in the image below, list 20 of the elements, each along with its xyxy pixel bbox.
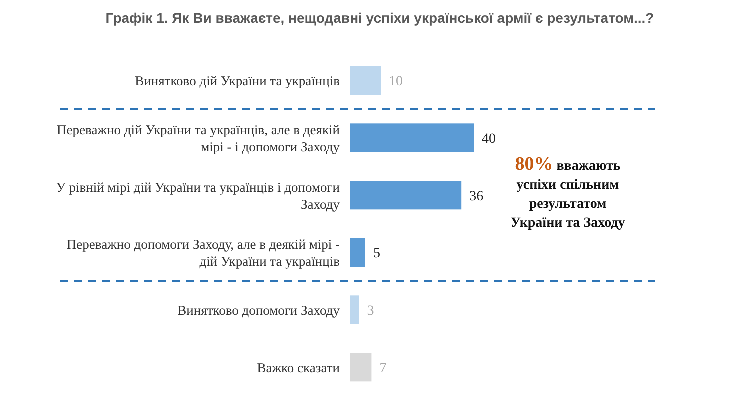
y-tick-label: Винятково допомоги Заходу: [178, 303, 340, 318]
chart-title: Графік 1. Як Ви вважаєте, нещодавні успіхи української армії є результатом...?: [106, 10, 654, 26]
y-tick-label: Винятково дій України та українців: [135, 74, 340, 89]
data-label: 10: [389, 74, 403, 90]
bar: [350, 66, 381, 95]
data-label: 40: [482, 132, 496, 147]
data-label: 3: [367, 304, 374, 319]
bar: [350, 238, 366, 267]
y-tick-label: У рівній мірі дій України та українців і допомоги Заходу: [56, 180, 340, 212]
y-tick-label: Переважно допомоги Заходу, але в деякій мірі - дій України та українців: [66, 237, 340, 270]
bar: [350, 124, 474, 152]
data-label: 36: [470, 189, 484, 204]
y-tick-label: Переважно дій України та українців, але в деякій мірі - і допомоги Заходу: [57, 122, 340, 154]
text: 80% вважають успіхи спільним результатом України та Заходу: [510, 154, 626, 231]
bar: [350, 181, 462, 210]
bar: [350, 296, 360, 324]
y-tick-label: Важко сказати: [257, 360, 340, 376]
data-label: 5: [374, 246, 380, 262]
data-label: 7: [380, 361, 387, 376]
bar: [350, 353, 372, 382]
